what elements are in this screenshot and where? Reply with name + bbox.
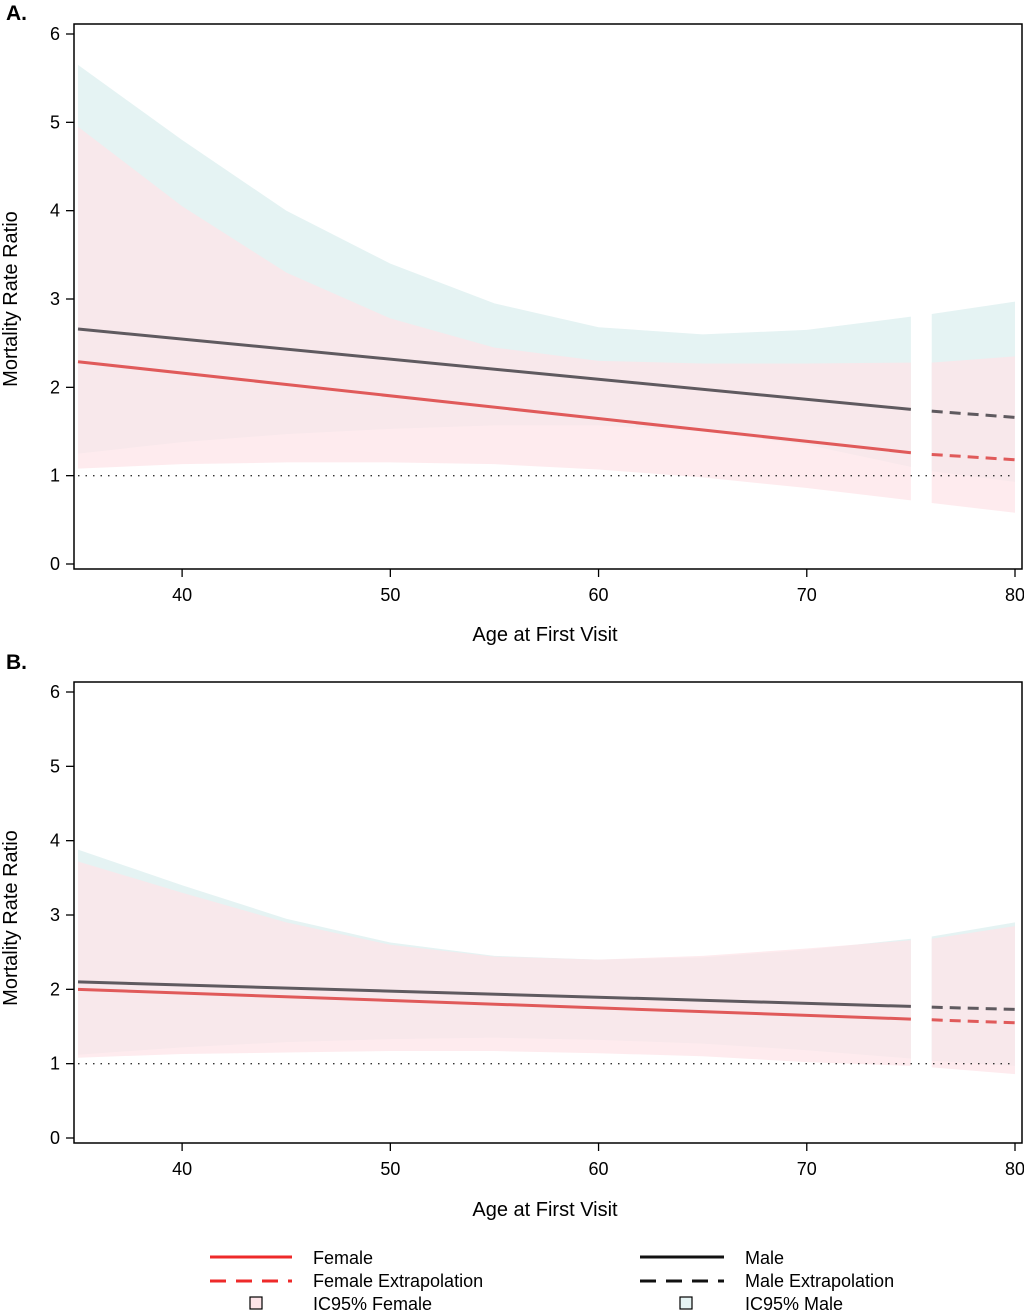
axes-b: 0 1 2 3 4 5 6 40 50 60 70 80 xyxy=(50,681,1024,1179)
series-female-extrapolation-b xyxy=(931,1018,1016,1025)
x-tick-label-60-a: 60 xyxy=(589,585,609,605)
y-tick-label-3-b: 3 xyxy=(50,905,60,925)
y-tick-label-5-b: 5 xyxy=(50,756,60,776)
series-female-b xyxy=(77,987,911,1021)
series-male-b xyxy=(77,980,911,1008)
legend-label-ic95-female: IC95% Female xyxy=(313,1294,432,1312)
panel-label-a: A. xyxy=(6,2,27,25)
y-tick-label-6-b: 6 xyxy=(50,682,60,702)
legend-label-female-extrapolation: Female Extrapolation xyxy=(313,1271,483,1291)
y-tick-label-1-b: 1 xyxy=(50,1054,60,1074)
y-tick-label-1-a: 1 xyxy=(50,466,60,486)
series-male-a xyxy=(77,327,912,411)
x-tick-label-80-a: 80 xyxy=(1005,585,1024,605)
x-tick-label-50-b: 50 xyxy=(380,1159,400,1179)
band-ic95-female-extrapolated-b xyxy=(931,926,1015,1075)
legend-swatch-ic95-male xyxy=(679,1296,693,1310)
y-tick-label-4-a: 4 xyxy=(50,201,60,221)
y-tick-label-4-b: 4 xyxy=(50,831,60,851)
series-lines-b xyxy=(77,980,1016,1025)
x-axis-title-a: Age at First Visit xyxy=(472,624,618,646)
ci-bands-a xyxy=(78,64,1015,513)
x-tick-label-40-b: 40 xyxy=(172,1159,192,1179)
axes-a: 0 1 2 3 4 5 6 40 50 60 70 80 xyxy=(50,23,1024,605)
series-lines-a xyxy=(77,327,1016,462)
y-axis-title-b: Mortality Rate Ratio xyxy=(0,830,22,1006)
plot-frame-b xyxy=(73,681,1023,1144)
x-tick-label-70-b: 70 xyxy=(797,1159,817,1179)
y-tick-label-3-a: 3 xyxy=(50,289,60,309)
x-tick-label-60-b: 60 xyxy=(589,1159,609,1179)
plot-frame-a xyxy=(73,23,1023,570)
x-tick-label-70-a: 70 xyxy=(797,585,817,605)
y-tick-label-0-a: 0 xyxy=(50,554,60,574)
ci-bands-b xyxy=(78,849,1015,1075)
series-female-extrapolation-a xyxy=(931,452,1016,462)
band-ic95-female-observed-b xyxy=(78,861,911,1066)
legend-label-ic95-male: IC95% Male xyxy=(745,1294,843,1312)
legend-label-male: Male xyxy=(745,1248,784,1268)
x-axis-title-b: Age at First Visit xyxy=(472,1199,618,1221)
legend: Female Female Extrapolation IC95% Female… xyxy=(210,1248,894,1312)
series-male-extrapolation-a xyxy=(931,409,1016,419)
x-tick-label-80-b: 80 xyxy=(1005,1159,1024,1179)
series-male-extrapolation-b xyxy=(931,1005,1016,1011)
y-tick-label-0-b: 0 xyxy=(50,1128,60,1148)
x-tick-label-40-a: 40 xyxy=(172,585,192,605)
y-tick-label-2-a: 2 xyxy=(50,377,60,397)
band-ic95-female-observed-a xyxy=(78,126,911,501)
y-axis-title-a: Mortality Rate Ratio xyxy=(0,211,22,387)
series-female-a xyxy=(77,360,912,455)
y-tick-label-6-a: 6 xyxy=(50,24,60,44)
legend-swatch-ic95-female xyxy=(249,1296,263,1310)
panel-label-b: B. xyxy=(6,651,27,674)
y-tick-label-2-b: 2 xyxy=(50,979,60,999)
y-tick-label-5-a: 5 xyxy=(50,112,60,132)
legend-label-female: Female xyxy=(313,1248,373,1268)
band-ic95-female-extrapolated-a xyxy=(931,356,1015,513)
x-tick-label-50-a: 50 xyxy=(380,585,400,605)
legend-label-male-extrapolation: Male Extrapolation xyxy=(745,1271,894,1291)
